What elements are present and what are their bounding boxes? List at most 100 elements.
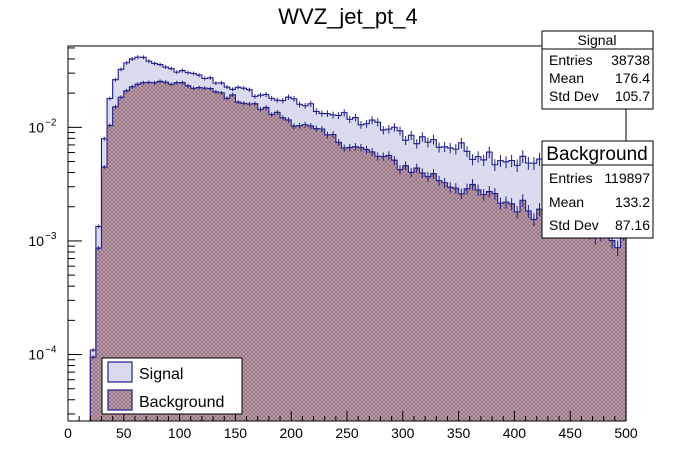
histogram-bar [168,84,175,421]
histogram-bar [335,142,342,421]
histogram-bar [112,106,119,421]
stats-background-mean-value: 133.2 [615,194,650,210]
x-tick-label: 400 [503,425,527,441]
stats-signal-mean-label: Mean [549,70,584,86]
histogram-bar [201,88,208,421]
histogram-bar [497,203,504,421]
histogram-bar [592,236,599,421]
histogram-bar [296,125,303,422]
x-tick-label: 250 [335,425,359,441]
histogram-bar [609,240,616,421]
histogram-bar [598,233,604,421]
histogram-bar [391,160,398,421]
stats-box-signal-frame [541,30,654,110]
histogram-bar [302,124,309,421]
histogram-bar [469,184,476,421]
series-background [89,79,627,422]
x-tick-label: 0 [64,425,72,441]
histogram-bar [224,98,231,422]
histogram-bar [235,102,242,421]
histogram-bar [129,86,136,421]
stats-box-background: Background Entries 119897 Mean 133.2 Std… [541,140,654,239]
histogram-bar [441,182,448,421]
stats-box-signal: Signal Entries 38738 Mean 176.4 Std Dev … [541,30,654,110]
histogram-bar [140,82,147,422]
histogram-bar [218,92,225,422]
y-axis: 10−410−310−2 [28,47,82,415]
stats-background-mean-label: Mean [549,194,584,210]
histogram-bar [274,112,281,421]
histogram-bar [397,169,404,421]
histogram-bar [570,217,577,421]
histogram-bar [402,165,409,421]
histogram-bar [246,103,253,421]
histogram-bar [291,126,298,422]
x-tick-label: 350 [447,425,471,441]
histogram-bar [386,155,392,421]
y-tick-label: 10 [28,233,44,249]
stats-signal-stddev-value: 105.7 [615,88,650,104]
stats-background-title: Background [546,144,647,165]
x-tick-label: 200 [280,425,304,441]
histogram-bar [536,209,543,421]
histogram-bar [174,82,180,422]
y-tick-exponent: −3 [45,231,57,242]
histogram-bar [564,227,571,421]
histogram-bar [547,222,554,421]
x-tick-label: 150 [224,425,248,441]
histogram-bar [374,156,381,421]
y-tick-label: 10 [28,347,44,363]
histogram-bar [464,188,471,421]
histogram-bar [179,82,186,421]
chart-title: WVZ_jet_pt_4 [278,4,417,29]
x-tick-label: 100 [168,425,192,441]
histogram-bar [519,200,526,421]
histogram-bar [324,134,331,421]
legend-label-background: Background [139,394,224,411]
histogram-bar [413,168,420,421]
histogram-bar [341,148,348,421]
histogram-bar [586,231,593,421]
histogram-bar [614,247,621,421]
series-outline [89,56,627,421]
histogram-bar [101,167,108,421]
histogram-bar [581,222,588,421]
histogram-bar [107,125,113,421]
histogram-bar [313,128,320,422]
histogram-bar [430,173,437,421]
stats-background-entries-value: 119897 [604,170,650,186]
histogram-bar [508,203,515,421]
histogram-bar [436,180,443,421]
histogram-bar [447,187,454,421]
histogram-bar [458,193,465,421]
histogram-bar [553,223,560,421]
legend: Signal Background [101,357,243,415]
histogram-bar [358,147,365,422]
stats-box-background-frame [541,140,654,239]
histogram-bar [542,214,549,421]
legend-swatch-signal [107,361,133,383]
histogram-bar [514,211,521,421]
histogram-bar [486,191,493,421]
histogram-bar [268,114,275,422]
histogram-bar [90,357,97,421]
histogram-bar [347,147,353,421]
histogram-bar [575,220,582,421]
histogram-bar [229,94,236,421]
series-outline [89,80,627,421]
histogram-bar [408,172,415,421]
stats-background-stddev-label: Std Dev [549,217,599,233]
histogram-bar [620,232,627,421]
histogram-bar [280,117,286,421]
x-tick-label: 300 [391,425,415,441]
legend-swatch-background [107,389,133,411]
histogram-bar [252,103,259,421]
histogram-bar [453,188,459,421]
stats-signal-entries-label: Entries [549,52,593,68]
histogram-bar [603,226,610,421]
histogram-bar [196,87,203,422]
histogram-bar [207,88,214,421]
histogram-bar [257,109,264,422]
histogram-bar [531,219,538,421]
